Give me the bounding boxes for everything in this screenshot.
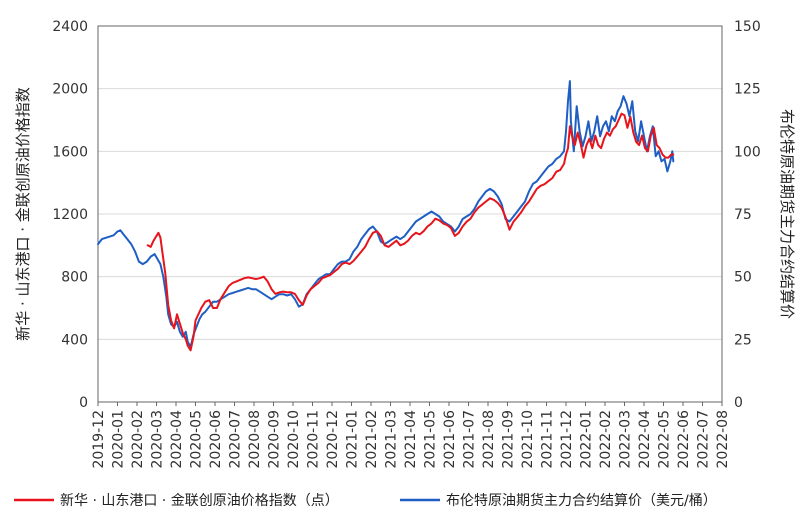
left-tick-label: 1600 — [52, 144, 88, 160]
x-tick-label: 2021-08 — [481, 410, 497, 469]
x-tick-label: 2020-05 — [189, 410, 205, 469]
right-tick-label: 75 — [734, 207, 752, 223]
right-tick-label: 0 — [734, 395, 743, 411]
right-tick-label: 125 — [734, 82, 761, 98]
series-line-index — [146, 112, 675, 352]
left-tick-label: 800 — [61, 270, 88, 286]
x-tick-label: 2020-02 — [130, 410, 146, 469]
x-tick-label: 2021-09 — [501, 410, 517, 469]
x-tick-label: 2022-07 — [696, 410, 712, 469]
x-tick-label: 2021-02 — [364, 410, 380, 469]
legend-label-brent: 布伦特原油期货主力合约结算价（美元/桶） — [446, 492, 717, 509]
x-tick-label: 2022-01 — [579, 410, 595, 469]
left-tick-label: 400 — [61, 332, 88, 348]
x-tick-label: 2021-05 — [423, 410, 439, 469]
x-tick-label: 2020-11 — [306, 410, 322, 469]
right-tick-label: 100 — [734, 144, 761, 160]
x-tick-label: 2021-04 — [403, 410, 419, 469]
right-axis-ticks: 0 25 50 75 100 125 150 — [734, 19, 761, 411]
left-tick-label: 2400 — [52, 19, 88, 35]
left-tick-label: 2000 — [52, 82, 88, 98]
left-tick-label: 1200 — [52, 207, 88, 223]
x-tick-label: 2020-04 — [169, 410, 185, 469]
x-tick-label: 2020-01 — [111, 410, 127, 469]
x-tick-label: 2020-10 — [286, 410, 302, 469]
x-tick-label: 2020-08 — [247, 410, 263, 469]
x-tick-label: 2022-08 — [715, 410, 731, 469]
x-tick-label: 2020-12 — [325, 410, 341, 469]
series-layer — [97, 80, 675, 352]
x-tick-label: 2022-06 — [676, 410, 692, 469]
left-tick-label: 0 — [79, 395, 88, 411]
right-tick-label: 150 — [734, 19, 761, 35]
x-tick-label: 2021-12 — [559, 410, 575, 469]
left-axis-title: 新华 · 山东港口 · 金联创原油价格指数 — [14, 87, 32, 341]
left-axis-ticks: 0 400 800 1200 1600 2000 2400 — [52, 19, 88, 411]
x-tick-label: 2021-11 — [540, 410, 556, 469]
right-tick-label: 25 — [734, 332, 752, 348]
x-tick-label: 2022-02 — [598, 410, 614, 469]
x-tick-label: 2021-07 — [462, 410, 478, 469]
right-tick-label: 50 — [734, 270, 752, 286]
x-tick-label: 2021-01 — [345, 410, 361, 469]
x-tick-label: 2021-10 — [520, 410, 536, 469]
x-tick-label: 2022-03 — [618, 410, 634, 469]
x-tick-label: 2022-04 — [637, 410, 653, 469]
right-axis-title: 布伦特原油期货主力合约结算价 — [778, 109, 796, 319]
x-tick-label: 2021-06 — [442, 410, 458, 469]
series-line-brent — [97, 80, 675, 348]
legend-label-index: 新华 · 山东港口 · 金联创原油价格指数（点） — [60, 493, 339, 509]
x-axis-ticks: 2019-12 2020-01 2020-02 2020-03 2020-04 2020-… — [91, 402, 731, 469]
x-tick-label: 2020-06 — [208, 410, 224, 469]
x-tick-label: 2019-12 — [91, 410, 107, 469]
x-tick-label: 2020-09 — [267, 410, 283, 469]
x-tick-label: 2020-03 — [150, 410, 166, 469]
legend: 新华 · 山东港口 · 金联创原油价格指数（点） 布伦特原油期货主力合约结算价（… — [14, 492, 717, 509]
x-tick-label: 2021-03 — [384, 410, 400, 469]
x-tick-label: 2020-07 — [228, 410, 244, 469]
x-tick-label: 2022-05 — [657, 410, 673, 469]
